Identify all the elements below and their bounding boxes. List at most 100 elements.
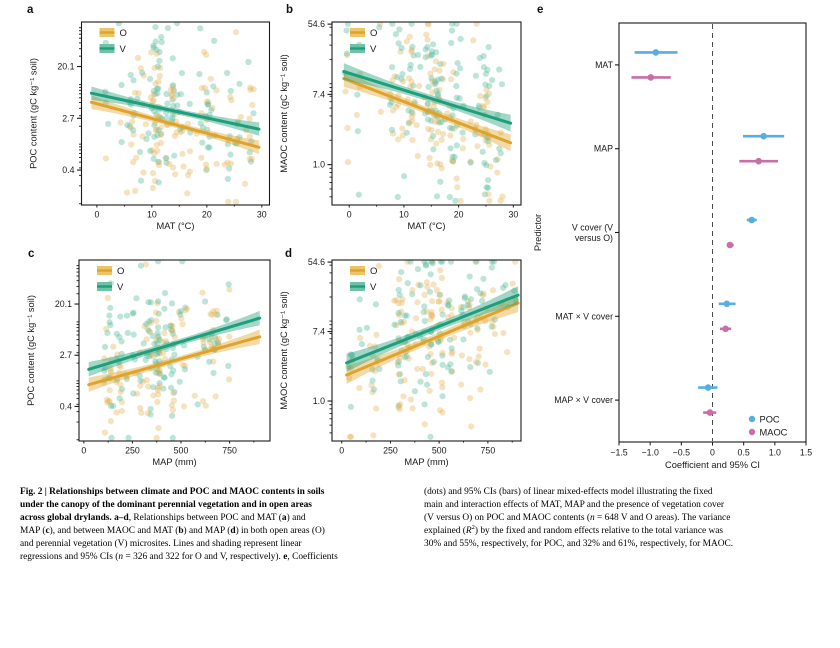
scatter-point xyxy=(445,302,452,309)
scatter-point xyxy=(247,86,254,93)
scatter-point xyxy=(399,132,406,139)
scatter-point xyxy=(459,145,466,152)
regression-line xyxy=(87,316,262,371)
scatter-point xyxy=(169,330,176,337)
scatter-point xyxy=(405,75,413,82)
scatter-point xyxy=(101,367,108,374)
caption-line: MAP (c), and between MAOC and MAT (b) an… xyxy=(20,525,338,538)
scatter-point xyxy=(157,124,164,131)
scatter-point xyxy=(198,85,206,92)
scatter-point xyxy=(466,273,473,280)
scatter-point xyxy=(448,368,456,375)
scatter-point xyxy=(354,128,361,135)
scatter-point xyxy=(439,409,446,416)
scatter-point xyxy=(473,286,481,293)
scatter-point xyxy=(180,163,187,170)
scatter-point xyxy=(498,81,506,88)
regression-line xyxy=(87,335,262,387)
scatter-point xyxy=(208,107,215,114)
scatter-point xyxy=(207,75,214,82)
scatter-point xyxy=(482,361,489,368)
scatter-point xyxy=(179,321,186,328)
scatter-point xyxy=(186,148,194,155)
scatter-point xyxy=(171,334,178,341)
scatter-point xyxy=(158,39,165,46)
scatter-point xyxy=(432,118,439,125)
regression-V xyxy=(342,63,513,132)
scatter-point xyxy=(152,90,159,97)
scatter-point xyxy=(124,121,131,129)
scatter-point xyxy=(411,98,418,105)
scatter-point xyxy=(169,327,176,334)
scatter-point xyxy=(497,129,504,136)
scatter-point xyxy=(398,269,405,276)
scatter-point xyxy=(460,304,467,311)
scatter-point xyxy=(156,370,163,377)
regression-V xyxy=(87,310,262,377)
scatter-point xyxy=(175,309,182,316)
scatter-point xyxy=(151,340,158,348)
caption-left-column: Fig. 2 | Relationships between climate a… xyxy=(20,486,338,565)
scatter-point xyxy=(426,154,433,162)
scatter-point xyxy=(151,64,158,72)
scatter-point xyxy=(107,365,114,372)
scatter-point xyxy=(155,85,162,92)
scatter-point xyxy=(211,340,218,347)
x-axis-title: MAP (mm) xyxy=(404,457,448,467)
scatter-point xyxy=(369,366,376,373)
scatter-point xyxy=(174,102,181,109)
scatter-point xyxy=(143,376,150,384)
scatter-point xyxy=(170,95,177,102)
scatter-point xyxy=(153,141,160,148)
scatter-point xyxy=(125,434,132,441)
scatter-point xyxy=(170,367,177,374)
scatter-point xyxy=(206,339,214,346)
scatter-point xyxy=(398,320,405,327)
scatter-point xyxy=(428,359,435,366)
caption-segment: d xyxy=(230,526,236,537)
scatter-point xyxy=(395,402,402,409)
scatter-point xyxy=(437,291,444,298)
scatter-point xyxy=(431,66,438,73)
scatter-point xyxy=(150,384,157,391)
coefficient-dot xyxy=(652,49,660,56)
scatter-point xyxy=(167,363,174,370)
scatter-point xyxy=(474,143,481,150)
legend-label: V xyxy=(370,282,377,293)
scatter-point xyxy=(177,308,184,315)
regression-V xyxy=(345,286,520,372)
x-tick-label: 0 xyxy=(94,210,99,220)
scatter-point xyxy=(223,316,230,323)
scatter-point xyxy=(465,304,473,311)
scatter-point xyxy=(458,381,465,388)
scatter-point xyxy=(356,385,363,392)
scatter-point xyxy=(425,116,432,123)
scatter-point xyxy=(159,338,166,345)
scatter-point xyxy=(430,281,437,288)
x-tick-label: 1.5 xyxy=(800,448,812,458)
scatter-point xyxy=(178,315,185,322)
scatter-point xyxy=(450,69,457,76)
scatter-point xyxy=(444,364,451,371)
scatter-point xyxy=(169,115,176,122)
y-tick-label: 20.1 xyxy=(57,62,74,72)
scatter-point xyxy=(155,367,162,374)
scatter-point xyxy=(156,336,163,343)
scatter-point xyxy=(154,398,161,405)
scatter-point xyxy=(246,149,253,156)
scatter-point xyxy=(409,405,416,412)
scatter-point xyxy=(479,148,486,155)
scatter-point xyxy=(467,364,474,371)
scatter-point xyxy=(129,310,136,317)
scatter-point xyxy=(448,125,456,132)
scatter-point xyxy=(414,152,421,159)
scatter-point xyxy=(444,110,451,117)
caption-segment: ) in both open areas (O) xyxy=(235,526,325,537)
scatter-point xyxy=(204,126,211,133)
scatter-point xyxy=(156,370,163,377)
scatter-point xyxy=(430,102,437,110)
scatter-point xyxy=(170,82,177,89)
scatter-point xyxy=(467,394,474,402)
scatter-point xyxy=(123,312,130,319)
scatter-point xyxy=(432,78,439,85)
